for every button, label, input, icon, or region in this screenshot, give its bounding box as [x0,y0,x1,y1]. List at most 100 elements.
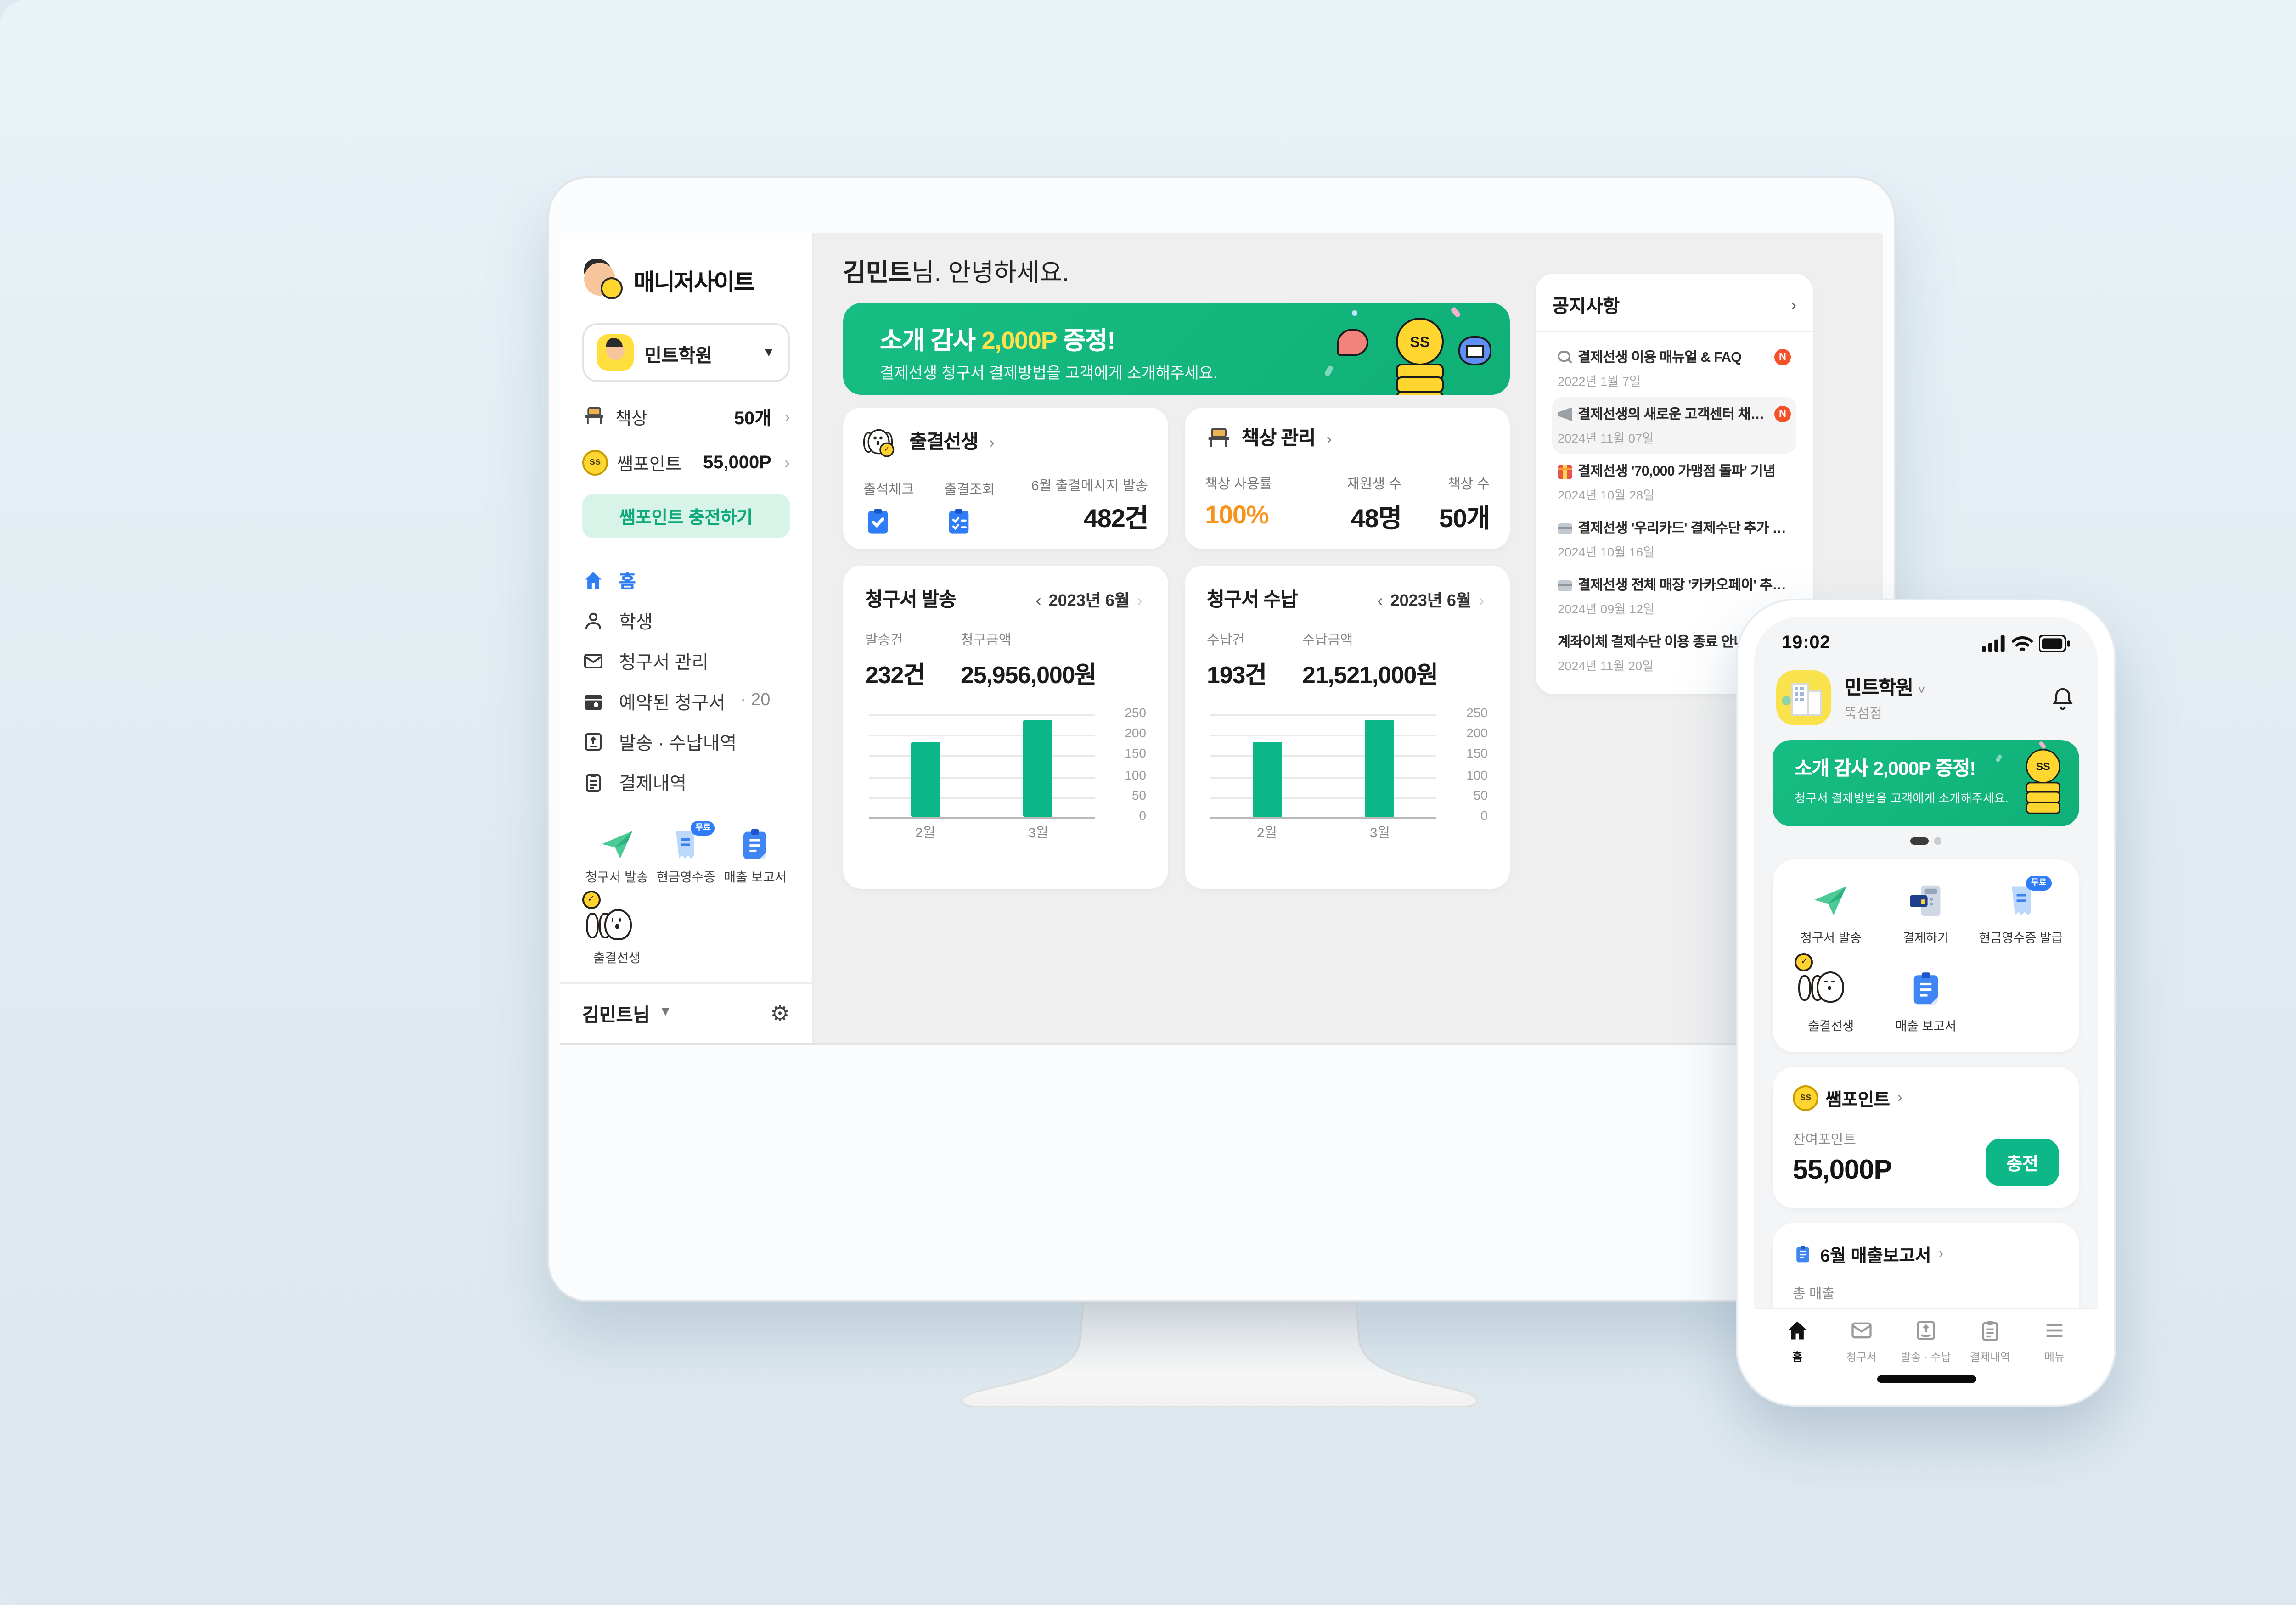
point-row[interactable]: ss 쌤포인트 55,000P › [582,450,790,476]
banner-subtitle: 결제선생 청구서 결제방법을 고객에게 소개해주세요. [880,364,1218,382]
tab-payments[interactable]: 결제내역 [1958,1319,2022,1374]
point-card-header[interactable]: ss 쌤포인트 › [1793,1084,2059,1110]
shortcut-sales-report[interactable]: 매출 보고서 [720,826,790,887]
next-month-button[interactable]: › [1137,590,1142,609]
sidebar-item-label: 청구서 관리 [619,654,709,674]
sidebar-item-label: 결제내역 [619,775,687,795]
megaphone-icon [1558,407,1572,421]
chevron-right-icon: › [1326,429,1332,447]
coins-illustration: SS [1323,306,1491,395]
attendance-message-value: 482건 [1083,503,1148,533]
academy-select[interactable]: 민트학원 ▼ [582,323,790,382]
academy-avatar [597,334,634,371]
bell-icon[interactable] [2050,684,2076,712]
enrolled-students-stat: 재원생 수 48명 [1347,476,1402,533]
phone-screen: 19:02 민트학원 ˅ 뚝섬점 소개 감사 2,000P 증정! 청구서 결제… [1754,617,2098,1388]
shortcut-attendance[interactable]: ✓ 출결선생 [582,891,652,968]
point-value: 55,000P [703,453,771,473]
tab-send-receive[interactable]: 발송 · 수납 [1894,1319,1958,1374]
receive-count-stat: 수납건 193건 [1207,632,1267,689]
report-card-header[interactable]: 6월 매출보고서 › [1793,1240,2059,1266]
tab-home[interactable]: 홈 [1765,1319,1829,1374]
promo-banner[interactable]: 소개 감사 2,000P 증정! 결제선생 청구서 결제방법을 고객에게 소개해… [843,303,1510,395]
point-card: ss 쌤포인트 › 잔여포인트 55,000P 충전 [1773,1066,2079,1207]
menu-icon [2046,1324,2063,1337]
shortcut-attendance[interactable]: ✓ 출결선생 [1784,952,1879,1033]
academy-select[interactable]: 민트학원 ˅ 뚝섬점 [1844,673,2037,723]
shortcut-sales-report[interactable]: 매출 보고서 [1879,969,1974,1033]
sidebar-item-invoices[interactable]: 청구서 관리 [582,648,790,674]
tab-menu[interactable]: 메뉴 [2022,1319,2087,1374]
charge-button[interactable]: 충전 [1986,1138,2059,1185]
sidebar-item-scheduled-invoices[interactable]: 예약된 청구서 · 20 [582,689,790,714]
card-title: 청구서 수납 [1207,589,1298,612]
notice-item[interactable]: 결제선생의 새로운 고객센터 채널 소개N 2024년 11월 07일 [1552,397,1796,454]
sidebar-item-send-receive[interactable]: 발송 · 수납내역 [582,729,790,755]
desk-card-header[interactable]: 책상 관리 › [1205,424,1490,452]
charge-point-button[interactable]: 쌤포인트 충전하기 [582,494,790,538]
invoice-receive-chart: 250 200 150 100 50 0 2월 3월 [1207,707,1488,841]
prev-month-button[interactable]: ‹ [1377,590,1383,609]
branch-name: 뚝섬점 [1844,704,1882,721]
ss-coin-icon: ss [582,450,608,476]
month-label: 2023년 6월 [1048,591,1130,610]
new-badge: N [1774,406,1791,422]
gridline [869,817,1095,819]
home-indicator[interactable] [1876,1375,1975,1382]
sidebar-item-students[interactable]: 학생 [582,608,790,634]
bar [1252,742,1282,817]
chevron-right-icon[interactable]: › [1791,295,1796,313]
notice-item[interactable]: 계좌이체 결제수단 이용 종료 안내 2024년 11월 20일 [1558,634,1746,674]
gridline [1210,797,1436,799]
paper-plane-icon [1815,885,1847,915]
next-month-button[interactable]: › [1479,590,1484,609]
shortcut-pay[interactable]: 결제하기 [1879,881,1974,945]
promo-banner[interactable]: 소개 감사 2,000P 증정! 청구서 결제방법을 고객에게 소개해주세요. … [1773,740,2079,826]
report-icon [1913,971,1938,1004]
gridline [869,714,1095,716]
coins-illustration: SS [1995,741,2068,814]
y-tick: 150 [1125,749,1146,762]
gridline [1210,817,1436,819]
gridline [869,797,1095,799]
ss-coin-icon: SS [2026,749,2060,784]
gridline [869,755,1095,758]
sidebar-item-home[interactable]: 홈 [582,567,790,593]
home-icon [585,571,602,588]
shortcut-cash-receipt[interactable]: 무료 현금영수증 발급 [1973,875,2068,945]
shortcut-send-invoice[interactable]: 청구서 발송 [582,826,652,887]
receipt-icon [2011,885,2031,915]
receive-amount-stat: 수납금액 21,521,000원 [1302,632,1438,689]
prev-month-button[interactable]: ‹ [1035,590,1041,609]
new-badge: N [1774,349,1791,365]
attendance-check[interactable]: 출석체크 [863,479,944,536]
attendance-card-header[interactable]: ✓ 출결선생 › [863,424,1148,459]
ss-coin-icon: SS [1396,318,1444,365]
chevron-right-icon: › [784,454,790,472]
notice-item[interactable]: 결제선생 '70,000 가맹점 돌파' 기념 2024년 10월 28일 [1558,463,1776,503]
free-badge: 무료 [691,821,715,836]
notice-item[interactable]: 결제선생 전체 매장 '카카오페이' 추가 안내 2024년 09월 12일 [1558,577,1791,617]
ss-coin-icon: ss [1793,1084,1818,1110]
notice-item[interactable]: 결제선생 '우리카드' 결제수단 추가 안내 2024년 10월 16일 [1558,520,1791,560]
tab-invoice[interactable]: 청구서 [1829,1319,1894,1374]
gridline [1210,714,1436,716]
sidebar-footer: 김민트님 ▼ ⚙ [560,982,812,1043]
invoice-receive-card: 청구서 수납 ‹ 2023년 6월 › 수납건 193건 [1185,566,1510,889]
desk-count-row[interactable]: 책상 50개 › [582,402,790,430]
chevron-down-icon: ▼ [659,1006,672,1019]
sidebar-item-label: 발송 · 수납내역 [619,735,737,755]
sidebar-item-label: 예약된 청구서 [619,694,726,714]
sidebar-item-payments[interactable]: 결제내역 [582,769,790,795]
attendance-lookup[interactable]: 출결조회 [944,479,1025,536]
shortcut-send-invoice[interactable]: 청구서 발송 [1784,881,1879,945]
notice-item[interactable]: 결제선생 이용 매뉴얼 & FAQ N 2022년 1월 7일 [1552,340,1796,397]
chat-bubble-icon [1337,329,1368,356]
x-label: 3월 [1028,825,1049,841]
attendance-message-stat: 6월 출결메시지 발송 482건 [1025,476,1148,536]
carousel-dots[interactable] [1754,837,2098,844]
banner-title: 소개 감사 2,000P 증정! [880,327,1115,354]
gear-icon[interactable]: ⚙ [770,1000,790,1026]
shortcut-cash-receipt[interactable]: 무료 현금영수증 [652,821,721,887]
user-name[interactable]: 김민트님 [582,1006,650,1027]
